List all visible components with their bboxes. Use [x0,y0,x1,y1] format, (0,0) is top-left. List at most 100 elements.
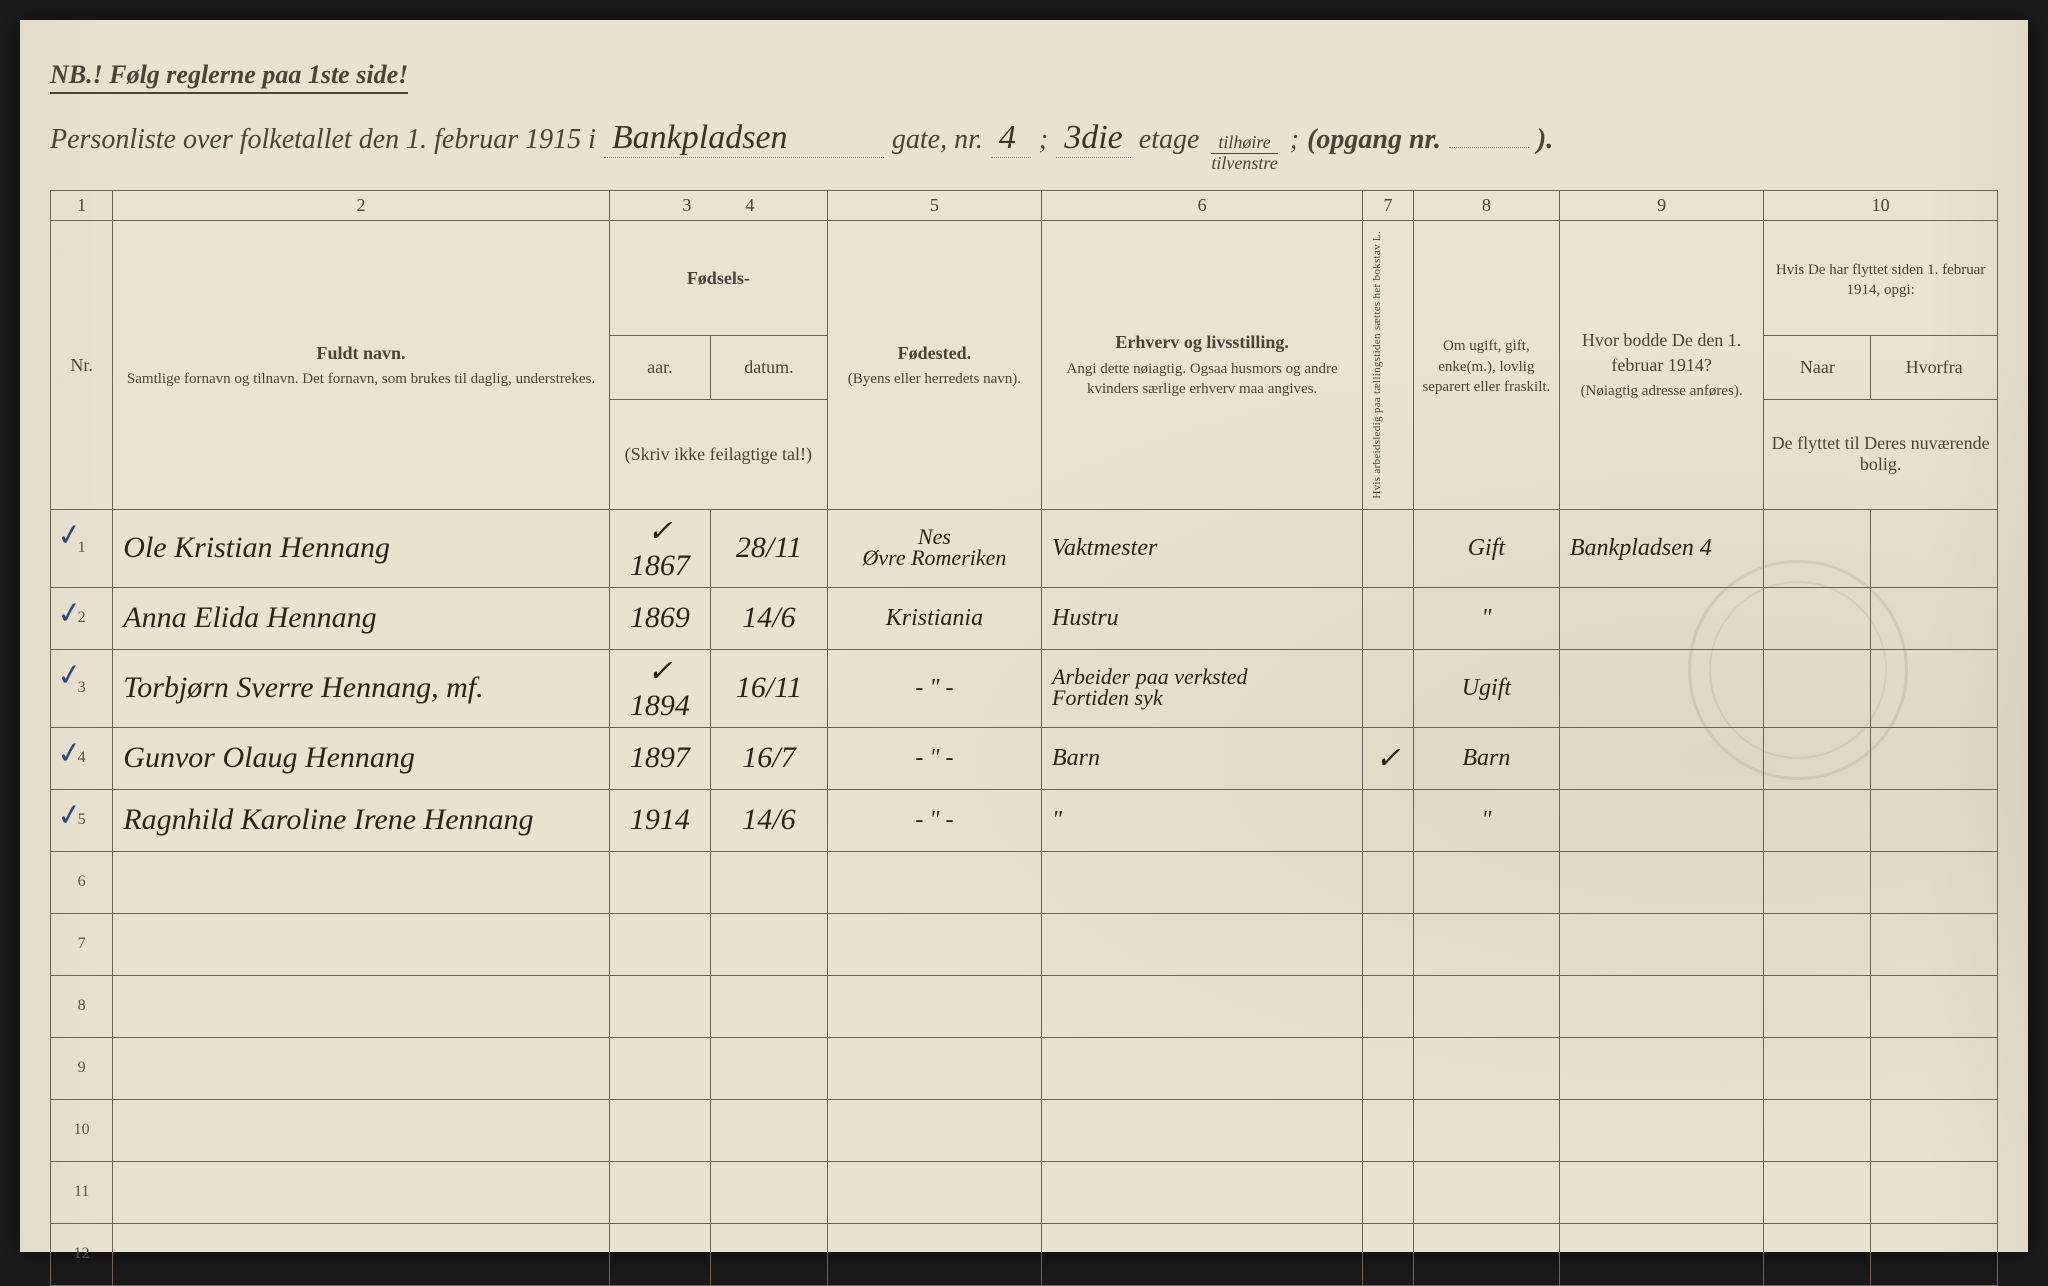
hdr-addr1914: Hvor bodde De den 1. februar 1914? (Nøia… [1559,221,1763,510]
cell-moved-when [1764,913,1871,975]
row-number: ✓1 [51,509,113,587]
hdr-fodsel-group: Fødsels- [609,221,827,336]
cell-year: 1897 [609,727,710,789]
hdr-hvorfra: Hvorfra [1871,335,1998,399]
nb-instruction: NB.! Følg reglerne paa 1ste side! [50,60,408,94]
table-row: ✓4Gunvor Olaug Hennang189716/7- " -Barn✓… [51,727,1998,789]
cell-occupation [1042,851,1363,913]
street-name-handwritten: Bankpladsen [604,119,884,158]
row-number: ✓5 [51,789,113,851]
cell-birthplace [827,1161,1041,1223]
colnum-2: 2 [113,191,610,221]
cell-col7 [1363,975,1414,1037]
cell-date [711,1161,828,1223]
opgang-label: (opgang nr. [1307,124,1441,156]
cell-name: Ragnhild Karoline Irene Hennang [113,789,610,851]
hdr-fodsel-note: (Skriv ikke feilagtige tal!) [609,400,827,509]
title-line: Personliste over folketallet den 1. febr… [50,119,1998,172]
table-row: ✓1Ole Kristian Hennang✓ 186728/11NesØvre… [51,509,1998,587]
colnum-7: 7 [1363,191,1414,221]
cell-birthplace: - " - [827,727,1041,789]
cell-year [609,1161,710,1223]
cell-name [113,1099,610,1161]
header-row-main: Nr. Fuldt navn. Samtlige fornavn og tiln… [51,221,1998,336]
row-number: 6 [51,851,113,913]
cell-addr1914 [1559,789,1763,851]
cell-occupation [1042,1037,1363,1099]
cell-year [609,1223,710,1285]
table-row: 7 [51,913,1998,975]
cell-moved-when [1764,975,1871,1037]
cell-status: Barn [1413,727,1559,789]
title-prefix: Personliste over folketallet den 1. febr… [50,124,596,156]
cell-name: Gunvor Olaug Hennang [113,727,610,789]
cell-status: " [1413,587,1559,649]
hdr-col7: Hvis arbeidsledig paa tællingstiden sætt… [1363,221,1414,510]
cell-birthplace [827,913,1041,975]
frac-bot: tilvenstre [1211,154,1277,172]
table-row: ✓3Torbjørn Sverre Hennang, mf.✓ 189416/1… [51,649,1998,727]
cell-moved-from [1871,1099,1998,1161]
colnum-10: 10 [1764,191,1998,221]
cell-moved-when [1764,1037,1871,1099]
table-row: 8 [51,975,1998,1037]
cell-moved-from [1871,789,1998,851]
cell-birthplace: NesØvre Romeriken [827,509,1041,587]
hdr-naar: Naar [1764,335,1871,399]
cell-moved-when [1764,789,1871,851]
cell-col7 [1363,851,1414,913]
cell-birthplace: - " - [827,789,1041,851]
cell-birthplace [827,851,1041,913]
cell-col7 [1363,587,1414,649]
table-row: ✓2Anna Elida Hennang186914/6KristianiaHu… [51,587,1998,649]
colnum-5: 5 [827,191,1041,221]
cell-col7 [1363,1037,1414,1099]
cell-moved-from [1871,1161,1998,1223]
colnum-6: 6 [1042,191,1363,221]
table-row: 9 [51,1037,1998,1099]
cell-addr1914: Bankpladsen 4 [1559,509,1763,587]
checkmark-icon: ✓ [55,656,85,694]
table-row: 12 [51,1223,1998,1285]
cell-moved-from [1871,913,1998,975]
cell-status: " [1413,789,1559,851]
row-number: 9 [51,1037,113,1099]
cell-status [1413,1223,1559,1285]
cell-addr1914 [1559,1161,1763,1223]
cell-occupation: Barn [1042,727,1363,789]
row-number: ✓2 [51,587,113,649]
cell-moved-when [1764,851,1871,913]
cell-date [711,913,828,975]
cell-birthplace [827,1037,1041,1099]
cell-year: ✓ 1867 [609,509,710,587]
table-header: 1 2 3 4 5 6 7 8 9 10 Nr. Fuldt navn. Sam… [51,191,1998,510]
cell-occupation [1042,1223,1363,1285]
cell-col7 [1363,1223,1414,1285]
cell-name: Anna Elida Hennang [113,587,610,649]
cell-col7: ✓ [1363,727,1414,789]
cell-status: Gift [1413,509,1559,587]
etage-label: etage [1139,124,1200,156]
cell-date: 14/6 [711,789,828,851]
hdr-moved-note: De flyttet til Deres nuværende bolig. [1764,400,1998,509]
cell-year [609,913,710,975]
cell-name [113,913,610,975]
gate-number-handwritten: 4 [991,119,1031,158]
cell-col7 [1363,1161,1414,1223]
cell-status [1413,913,1559,975]
cell-date [711,1099,828,1161]
cell-date: 16/11 [711,649,828,727]
etage-number-handwritten: 3die [1056,119,1131,158]
cell-moved-when [1764,1161,1871,1223]
table-row: 11 [51,1161,1998,1223]
cell-moved-when [1764,727,1871,789]
cell-occupation: Hustru [1042,587,1363,649]
table-row: 10 [51,1099,1998,1161]
cell-col7 [1363,649,1414,727]
hdr-erhverv: Erhverv og livsstilling. Angi dette nøia… [1042,221,1363,510]
row-number: 10 [51,1099,113,1161]
cell-moved-when [1764,649,1871,727]
cell-moved-from [1871,649,1998,727]
cell-date [711,1223,828,1285]
cell-year [609,1037,710,1099]
